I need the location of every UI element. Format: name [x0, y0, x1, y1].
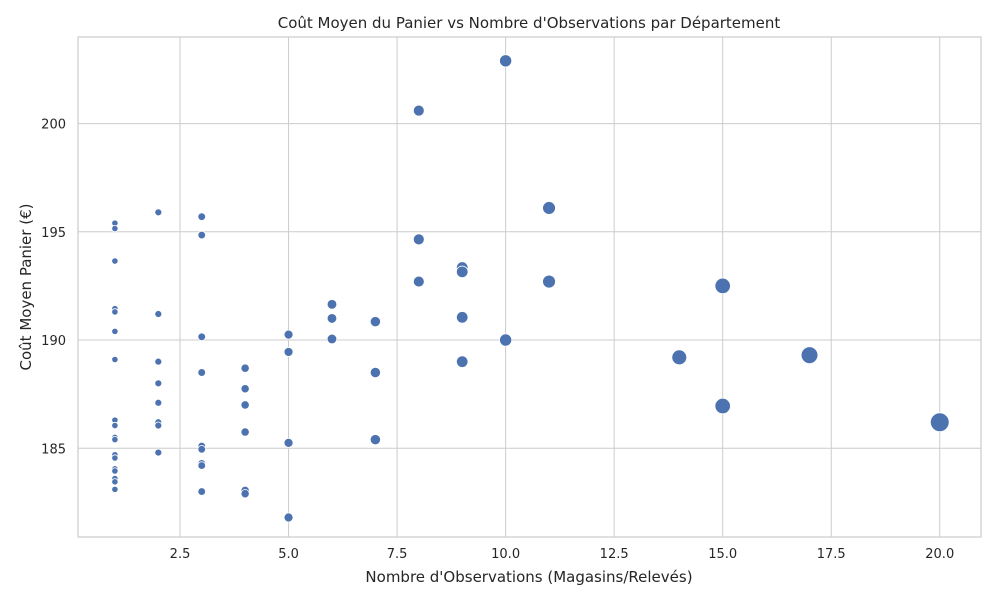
data-point	[455, 265, 469, 279]
grid	[78, 37, 981, 537]
data-point	[283, 347, 294, 357]
data-point	[240, 400, 250, 410]
x-tick-label: 5.0	[278, 547, 299, 562]
data-point	[197, 332, 206, 342]
y-tick-label: 185	[41, 442, 66, 457]
data-point	[111, 257, 119, 265]
data-points	[111, 54, 950, 523]
data-point	[197, 212, 206, 221]
data-point	[154, 448, 163, 457]
y-ticks: 185 190 195 200	[41, 118, 66, 458]
data-point	[111, 421, 119, 430]
x-ticks: 2.5 5.0 7.5 10.0 12.5 15.0 17.5 20.0	[170, 547, 955, 562]
x-tick-label: 7.5	[387, 547, 408, 562]
data-point	[714, 397, 731, 415]
y-axis-label: Coût Moyen Panier (€)	[17, 204, 35, 371]
data-point	[499, 333, 513, 347]
data-point	[283, 512, 294, 523]
data-point	[197, 230, 206, 240]
x-tick-label: 10.0	[491, 547, 520, 562]
data-point	[111, 435, 119, 444]
data-point	[455, 355, 469, 368]
data-point	[154, 357, 163, 366]
data-point	[455, 311, 469, 324]
data-point	[197, 445, 206, 454]
data-point	[197, 461, 206, 470]
data-point	[412, 104, 425, 117]
data-point	[412, 275, 425, 288]
x-axis-label: Nombre d'Observations (Magasins/Relevés)	[365, 568, 692, 586]
x-tick-label: 12.5	[600, 547, 629, 562]
data-point	[111, 485, 119, 493]
y-tick-label: 195	[41, 226, 66, 241]
x-tick-label: 15.0	[708, 547, 737, 562]
data-point	[714, 277, 731, 295]
data-point	[111, 454, 119, 462]
data-point	[240, 427, 250, 437]
data-point	[283, 437, 294, 448]
chart-title: Coût Moyen du Panier vs Nombre d'Observa…	[278, 14, 781, 32]
data-point	[929, 412, 950, 433]
data-point	[412, 233, 425, 246]
plot-frame	[77, 36, 982, 538]
data-point	[326, 333, 338, 345]
data-point	[111, 467, 119, 475]
data-point	[283, 329, 294, 340]
data-point	[369, 366, 381, 379]
data-point	[369, 434, 381, 446]
data-point	[154, 310, 163, 318]
data-point	[671, 349, 688, 366]
data-point	[154, 398, 163, 407]
y-tick-label: 200	[41, 118, 66, 133]
data-point	[240, 489, 250, 499]
x-tick-label: 2.5	[170, 547, 191, 562]
data-point	[499, 54, 513, 68]
data-point	[542, 201, 556, 215]
data-point	[154, 208, 163, 217]
data-point	[197, 487, 206, 496]
data-point	[542, 274, 556, 289]
x-tick-label: 17.5	[817, 547, 846, 562]
data-point	[326, 313, 338, 324]
data-point	[111, 224, 119, 233]
y-tick-label: 190	[41, 334, 66, 349]
data-point	[154, 379, 163, 388]
data-point	[111, 308, 119, 316]
data-point	[800, 346, 819, 365]
data-point	[326, 299, 338, 310]
data-point	[111, 327, 119, 335]
data-point	[154, 421, 163, 430]
x-tick-label: 20.0	[925, 547, 954, 562]
data-point	[369, 316, 381, 328]
data-point	[240, 384, 250, 394]
data-point	[111, 478, 119, 486]
data-point	[111, 355, 119, 364]
data-point	[197, 368, 206, 377]
data-point	[240, 363, 250, 373]
